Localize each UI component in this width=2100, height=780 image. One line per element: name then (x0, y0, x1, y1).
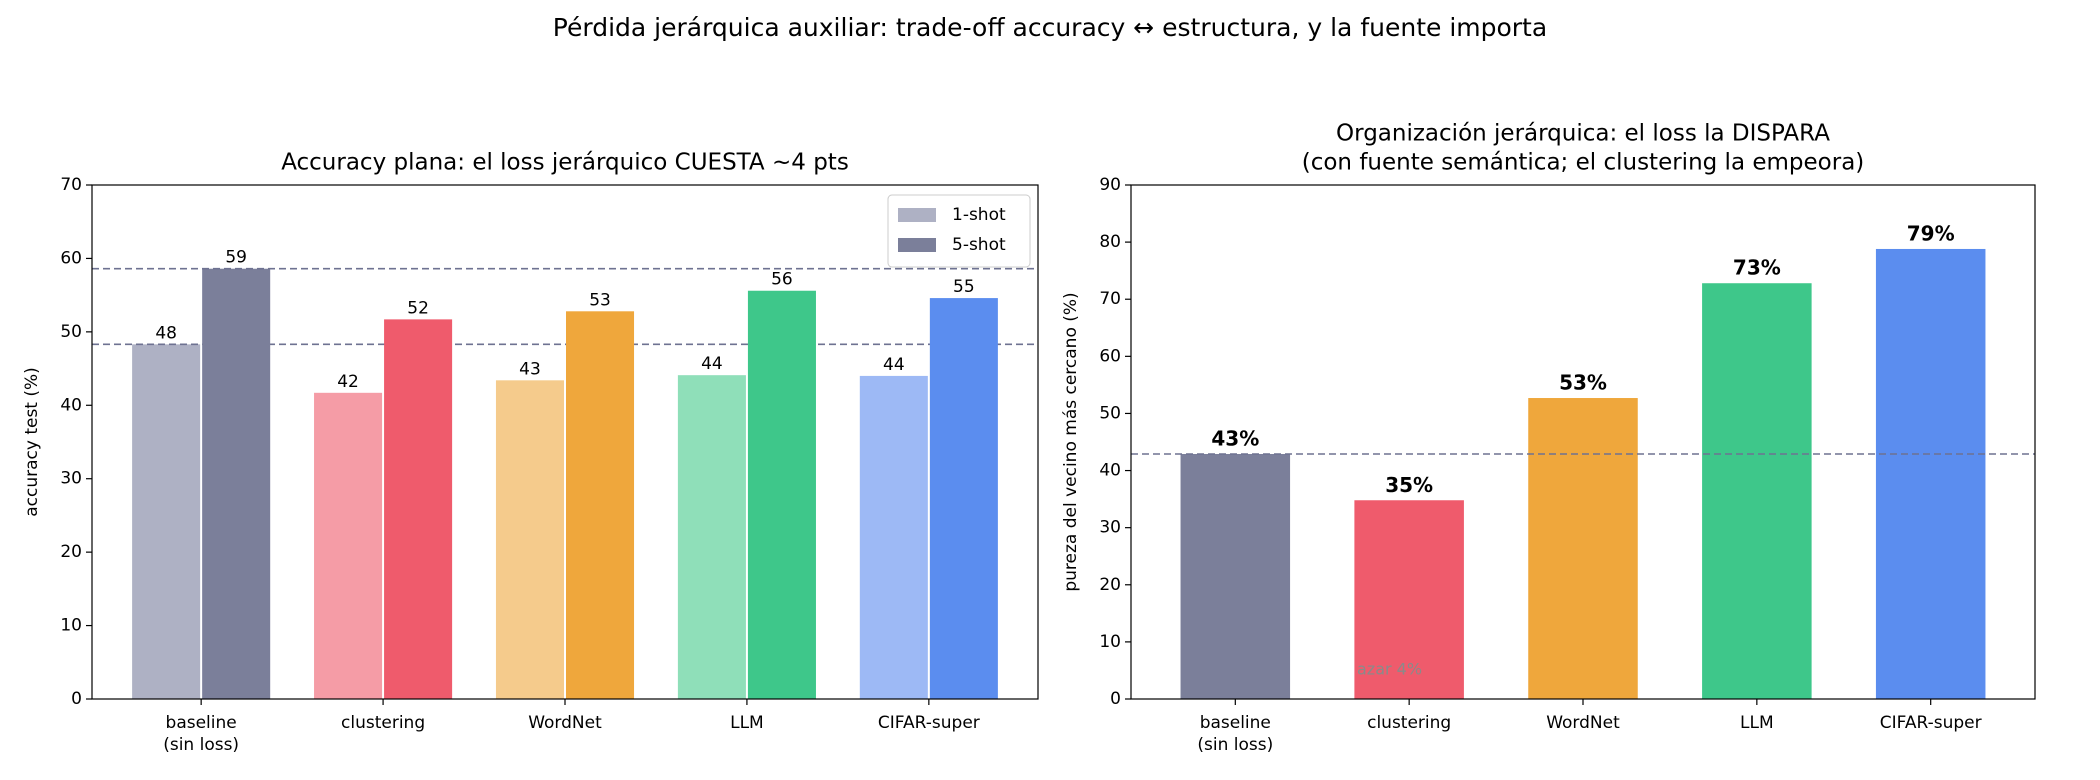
x-tick-label: WordNet (528, 713, 602, 733)
x-tick-label: CIFAR-super (878, 713, 980, 733)
value-label: 53% (1559, 371, 1607, 395)
x-tick-label: CIFAR-super (1880, 713, 1982, 733)
value-label: 59 (225, 248, 247, 268)
y-axis-label: pureza del vecino más cercano (%) (1061, 292, 1081, 591)
annotation: azar 4% (1357, 660, 1422, 679)
y-tick-label: 10 (60, 616, 82, 636)
bar (1180, 453, 1291, 699)
y-tick-label: 90 (1099, 175, 1121, 195)
y-tick-label: 10 (1099, 632, 1121, 652)
value-label: 48 (155, 323, 177, 343)
y-tick-label: 70 (1099, 289, 1121, 309)
legend-swatch (898, 238, 936, 252)
bar (384, 319, 453, 699)
value-label: 35% (1385, 473, 1433, 497)
bar (677, 375, 746, 699)
y-tick-label: 0 (71, 689, 82, 709)
bar (566, 311, 635, 699)
value-label: 53 (589, 290, 611, 310)
value-label: 43 (519, 359, 541, 379)
x-tick-label: WordNet (1546, 713, 1620, 733)
x-tick-label: baseline (1200, 713, 1271, 733)
y-tick-label: 80 (1099, 232, 1121, 252)
value-label: 73% (1733, 256, 1781, 280)
y-tick-label: 40 (60, 395, 82, 415)
value-label: 43% (1211, 426, 1259, 450)
x-tick-label: baseline (166, 713, 237, 733)
y-tick-label: 70 (60, 175, 82, 195)
bar (929, 298, 998, 699)
y-tick-label: 20 (1099, 575, 1121, 595)
value-label: 44 (701, 354, 723, 374)
y-axis-label: accuracy test (%) (22, 367, 42, 517)
bar (314, 392, 383, 699)
y-tick-label: 50 (1099, 403, 1121, 423)
bar (132, 344, 201, 699)
y-tick-label: 60 (1099, 346, 1121, 366)
x-tick-label: LLM (730, 713, 764, 733)
bar (202, 268, 271, 699)
bar (495, 380, 564, 699)
y-tick-label: 50 (60, 322, 82, 342)
bar (859, 375, 928, 699)
figure-title: Pérdida jerárquica auxiliar: trade-off a… (553, 13, 1547, 42)
legend-label: 1-shot (952, 205, 1006, 225)
bar (1702, 283, 1812, 699)
legend-label: 5-shot (952, 235, 1006, 255)
bar (747, 290, 816, 699)
value-label: 79% (1907, 221, 1955, 245)
bar (1528, 398, 1638, 699)
legend-swatch (898, 208, 936, 222)
y-tick-label: 20 (60, 542, 82, 562)
y-tick-label: 0 (1110, 689, 1121, 709)
axes-frame (91, 184, 1039, 700)
chart-title: Organización jerárquica: el loss la DISP… (1336, 121, 1830, 147)
x-tick-label: (sin loss) (1197, 735, 1273, 755)
value-label: 42 (337, 372, 359, 392)
value-label: 52 (407, 298, 429, 318)
value-label: 44 (883, 355, 905, 375)
x-tick-label: clustering (1367, 713, 1451, 733)
bar (1354, 500, 1464, 699)
y-tick-label: 60 (60, 248, 82, 268)
bar (1875, 248, 1986, 699)
axes-frame (1130, 184, 2036, 700)
y-tick-label: 30 (1099, 518, 1121, 538)
x-tick-label: (sin loss) (163, 735, 239, 755)
x-tick-label: clustering (341, 713, 425, 733)
x-tick-label: LLM (1740, 713, 1774, 733)
chart-title: Accuracy plana: el loss jerárquico CUEST… (281, 150, 849, 176)
value-label: 55 (953, 277, 975, 297)
value-label: 56 (771, 270, 793, 290)
chart-title: (con fuente semántica; el clustering la … (1302, 150, 1865, 176)
y-tick-label: 30 (60, 469, 82, 489)
y-tick-label: 40 (1099, 461, 1121, 481)
